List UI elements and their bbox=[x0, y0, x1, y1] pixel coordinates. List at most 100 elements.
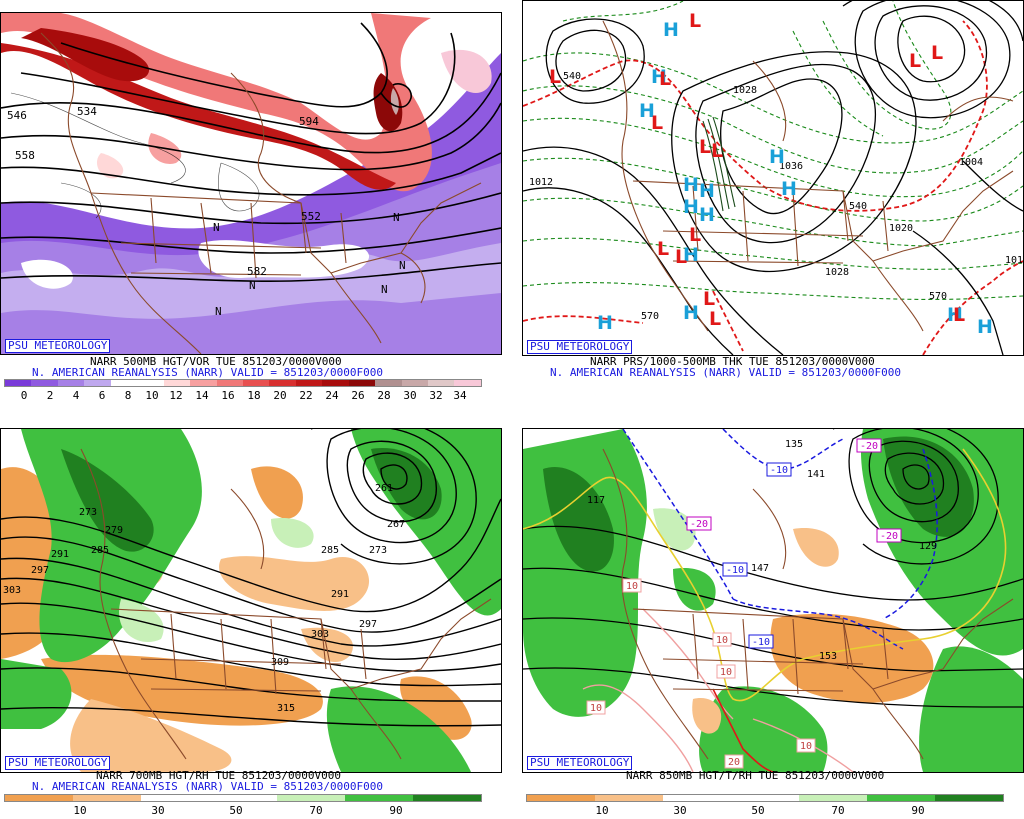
isobar-label: 1004 bbox=[959, 157, 983, 168]
height-label: 291 bbox=[51, 549, 69, 560]
height-label: 285 bbox=[321, 545, 339, 556]
cbar-tick: 20 bbox=[273, 389, 287, 402]
low-marker: L bbox=[659, 68, 671, 90]
cbar-swatch bbox=[73, 795, 141, 801]
cbar-swatch bbox=[413, 795, 481, 801]
height-label: 297 bbox=[31, 565, 49, 576]
vort-symbol: N bbox=[213, 221, 220, 234]
height-label: 303 bbox=[311, 629, 329, 640]
high-marker: H bbox=[683, 174, 699, 196]
low-marker: L bbox=[689, 10, 701, 32]
cbar-swatch bbox=[375, 380, 402, 386]
temp-label: -20 bbox=[860, 441, 878, 452]
cbar-tick: 70 bbox=[309, 804, 323, 817]
panel-title-line2: N. AMERICAN REANALYSIS (NARR) VALID = 85… bbox=[32, 780, 383, 793]
vort-symbol: N bbox=[215, 305, 222, 318]
high-marker: H bbox=[977, 316, 993, 338]
cbar-tick: 24 bbox=[325, 389, 339, 402]
temp-label-box: 20 bbox=[724, 754, 744, 769]
vort-symbol: N bbox=[399, 259, 406, 272]
cbar-tick: 30 bbox=[403, 389, 417, 402]
height-label: 303 bbox=[3, 585, 21, 596]
thickness-label: 570 bbox=[929, 291, 947, 302]
temp-label-box: 10 bbox=[712, 632, 732, 647]
cbar-tick: 30 bbox=[151, 804, 165, 817]
temp-label-box: -10 bbox=[748, 634, 774, 649]
cbar-tick: 4 bbox=[72, 389, 80, 402]
cbar-swatch bbox=[242, 380, 270, 386]
temp-label-box: -20 bbox=[856, 438, 882, 453]
high-marker: H bbox=[769, 146, 785, 168]
cbar-tick: 14 bbox=[195, 389, 209, 402]
cbar-swatch bbox=[269, 380, 296, 386]
high-marker: H bbox=[683, 244, 699, 266]
height-label: 273 bbox=[369, 545, 387, 556]
low-marker: L bbox=[909, 50, 921, 72]
height-label: 315 bbox=[277, 703, 295, 714]
height-label: 297 bbox=[359, 619, 377, 630]
temp-label: -10 bbox=[752, 637, 770, 648]
contour-label-534: 534 bbox=[77, 105, 97, 118]
cbar-swatch bbox=[527, 795, 595, 801]
contour-label-558: 558 bbox=[15, 149, 35, 162]
cbar-tick: 34 bbox=[453, 389, 467, 402]
cbar-tick: 0 bbox=[20, 389, 28, 402]
low-marker: L bbox=[931, 42, 943, 64]
high-marker: H bbox=[947, 304, 963, 326]
cbar-tick: 28 bbox=[377, 389, 391, 402]
temp850-map: 117 135 141 147 129 153 -20 -20 bbox=[522, 428, 1024, 773]
cbar-swatch bbox=[57, 380, 85, 386]
cbar-swatch bbox=[31, 380, 58, 386]
low-marker: L bbox=[711, 140, 723, 162]
psu-credit: PSU METEOROLOGY bbox=[527, 340, 633, 354]
isobar-label: 1020 bbox=[889, 223, 913, 234]
temp-label: -20 bbox=[880, 531, 898, 542]
high-marker: H bbox=[683, 302, 699, 324]
height-label: 129 bbox=[919, 541, 937, 552]
colorbar-ticks: 10 30 50 70 90 bbox=[526, 805, 1004, 817]
thickness-label: 540 bbox=[849, 201, 867, 212]
colorbar-ticks: 10 30 50 70 90 bbox=[4, 805, 482, 817]
panel-title-line1: NARR 500MB HGT/VOR TUE 851203/0000V000 bbox=[90, 355, 342, 368]
high-marker: H bbox=[663, 19, 679, 41]
temp-label-box: 10 bbox=[622, 578, 642, 593]
panel-title-line2: N. AMERICAN REANALYSIS (NARR) VALID = 85… bbox=[32, 366, 383, 379]
height-label: 273 bbox=[79, 507, 97, 518]
cbar-swatch bbox=[454, 380, 481, 386]
low-marker: L bbox=[953, 304, 965, 326]
low-marker: L bbox=[703, 288, 715, 310]
height-label: 135 bbox=[785, 439, 803, 450]
cbar-swatch bbox=[190, 380, 217, 386]
psu-credit: PSU METEOROLOGY bbox=[527, 756, 633, 770]
cbar-swatch bbox=[322, 380, 349, 386]
contour-label-594: 594 bbox=[299, 115, 319, 128]
temp-label-box: -20 bbox=[686, 516, 712, 531]
cbar-tick: 22 bbox=[299, 389, 313, 402]
height-label: 141 bbox=[807, 469, 825, 480]
temp-label: -10 bbox=[726, 565, 744, 576]
cbar-swatch bbox=[141, 795, 209, 801]
psu-credit: PSU METEOROLOGY bbox=[5, 756, 111, 770]
colorbar bbox=[526, 794, 1004, 802]
cbar-swatch bbox=[163, 380, 191, 386]
isobar-label: 1036 bbox=[779, 161, 803, 172]
colorbar-ticks: 0 2 4 6 8 10 12 14 16 18 20 22 24 26 28 … bbox=[4, 390, 482, 402]
contour-label-552: 552 bbox=[301, 210, 321, 223]
cbar-tick: 16 bbox=[221, 389, 235, 402]
height-label: 291 bbox=[331, 589, 349, 600]
vort-symbol: N bbox=[393, 211, 400, 224]
cbar-tick: 70 bbox=[831, 804, 845, 817]
thickness-label: 540 bbox=[563, 71, 581, 82]
isobar-label: 1028 bbox=[733, 85, 757, 96]
contour-label-546: 546 bbox=[7, 109, 27, 122]
temp-label: 10 bbox=[626, 581, 638, 592]
panel-850mb-temp: 117 135 141 147 129 153 -20 -20 bbox=[522, 428, 1024, 819]
panel-title-line1: NARR 700MB HGT/RH TUE 851203/0000V000 bbox=[96, 769, 342, 782]
height-label: 117 bbox=[587, 495, 605, 506]
height-label: 261 bbox=[375, 483, 393, 494]
cbar-swatch bbox=[137, 380, 164, 386]
cbar-swatch bbox=[110, 380, 138, 386]
cbar-tick: 10 bbox=[73, 804, 87, 817]
height-label: 279 bbox=[105, 525, 123, 536]
cbar-swatch bbox=[428, 380, 455, 386]
